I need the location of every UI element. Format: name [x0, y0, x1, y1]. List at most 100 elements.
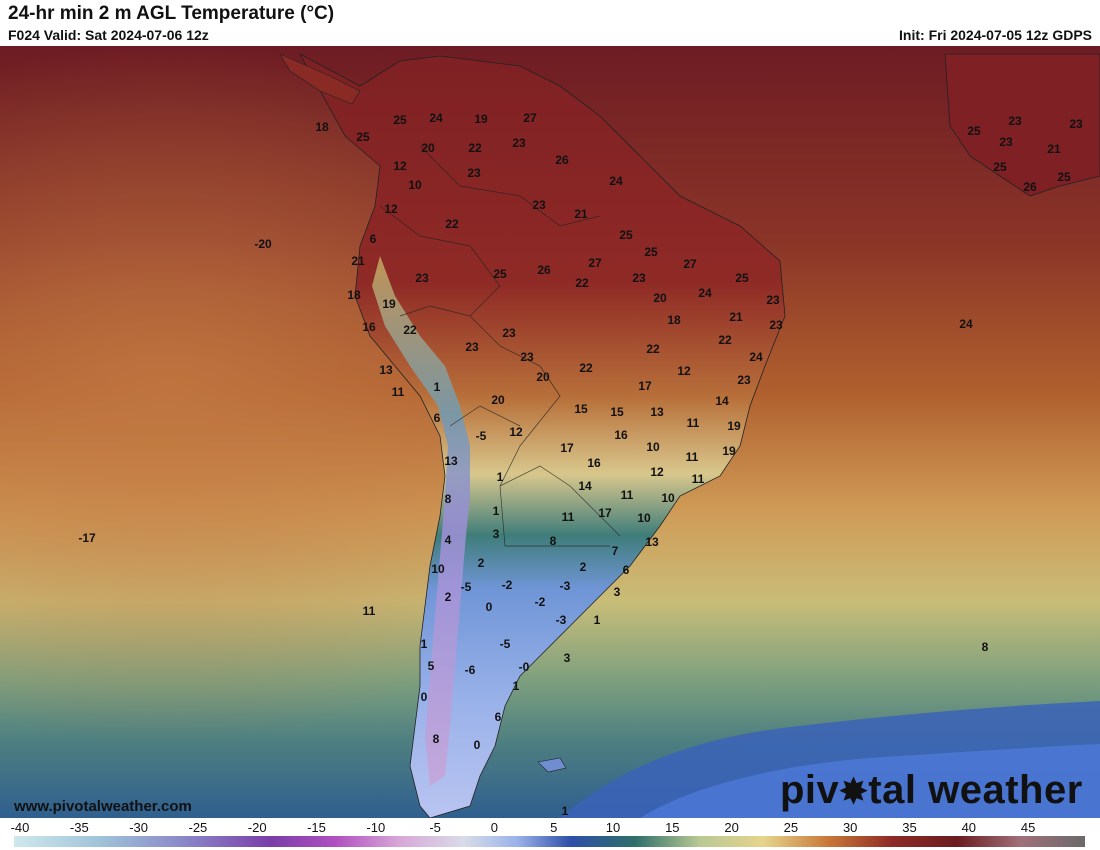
temperature-label: 24 — [749, 350, 763, 364]
temperature-label: 17 — [560, 441, 574, 455]
temperature-label: 11 — [620, 488, 634, 502]
temperature-label: 11 — [685, 450, 699, 464]
temperature-label: 2 — [444, 590, 452, 604]
africa-landmass — [944, 53, 1100, 197]
legend-tick-label: -40 — [10, 820, 30, 835]
temperature-label: 12 — [509, 425, 523, 439]
temperature-label: 3 — [613, 585, 621, 599]
legend-tick-label: 0 — [490, 820, 499, 835]
temperature-label: 12 — [677, 364, 691, 378]
temperature-label: 16 — [587, 456, 601, 470]
temperature-label: 23 — [415, 271, 429, 285]
color-legend: -40 -35 -30 -25 -20 -15 -10 -5 0 5 10 15 20 25 30 35 40 4… — [0, 818, 1100, 850]
temperature-label: 13 — [650, 405, 664, 419]
temperature-label: 22 — [575, 276, 589, 290]
temperature-label: 25 — [735, 271, 749, 285]
temperature-label: 21 — [351, 254, 365, 268]
temperature-label: 26 — [1023, 180, 1037, 194]
temperature-label: 10 — [661, 491, 675, 505]
legend-colorbar — [14, 836, 1085, 847]
temperature-label: 8 — [549, 534, 557, 548]
temperature-label: 8 — [432, 732, 440, 746]
temperature-label: 23 — [769, 318, 783, 332]
legend-tick-label: -25 — [188, 820, 208, 835]
temperature-label: 12 — [384, 202, 398, 216]
temperature-label: 23 — [1069, 117, 1083, 131]
temperature-label: 23 — [999, 135, 1013, 149]
south-america-landmass — [299, 53, 786, 818]
temperature-label: 6 — [433, 411, 441, 425]
legend-tick-label: -20 — [247, 820, 267, 835]
map-canvas — [0, 46, 1100, 818]
temperature-label: 23 — [532, 198, 546, 212]
temperature-label: 22 — [579, 361, 593, 375]
temperature-label: 1 — [512, 679, 520, 693]
temperature-label: 3 — [563, 651, 571, 665]
temperature-label: 19 — [727, 419, 741, 433]
temperature-label: -5 — [475, 429, 487, 443]
temperature-label: 13 — [645, 535, 659, 549]
temperature-label: 12 — [393, 159, 407, 173]
central-america — [279, 53, 361, 105]
temperature-label: 6 — [369, 232, 377, 246]
legend-tick-label: -35 — [69, 820, 89, 835]
temperature-label: 7 — [611, 544, 619, 558]
legend-tick-label: 5 — [550, 820, 558, 835]
temperature-label: 23 — [467, 166, 481, 180]
init-time: Init: Fri 2024-07-05 12z GDPS — [899, 27, 1092, 43]
legend-tick-label: -15 — [307, 820, 326, 835]
temperature-label: 10 — [646, 440, 660, 454]
temperature-label: 1 — [492, 504, 500, 518]
temperature-label: 25 — [393, 113, 407, 127]
temperature-label: 24 — [609, 174, 623, 188]
temperature-label: 8 — [444, 492, 452, 506]
temperature-label: 25 — [644, 245, 658, 259]
temperature-label: -0 — [518, 660, 530, 674]
temperature-label: 20 — [653, 291, 667, 305]
temperature-label: 14 — [715, 394, 729, 408]
temperature-label: -2 — [534, 595, 546, 609]
legend-tick-label: 25 — [783, 820, 799, 835]
temperature-label: 19 — [382, 297, 396, 311]
temperature-label: 16 — [362, 320, 376, 334]
temperature-label: 11 — [691, 472, 705, 486]
temperature-label: 10 — [408, 178, 422, 192]
temperature-label: 19 — [474, 112, 488, 126]
temperature-label: 13 — [444, 454, 458, 468]
temperature-label: 25 — [993, 160, 1007, 174]
temperature-map[interactable] — [0, 46, 1100, 818]
website-credit: www.pivotalweather.com — [14, 798, 192, 815]
temperature-label: 11 — [362, 604, 376, 618]
temperature-label: 17 — [638, 379, 652, 393]
temperature-label: 27 — [683, 257, 697, 271]
temperature-label: 6 — [622, 563, 630, 577]
temperature-label: 18 — [315, 120, 329, 134]
temperature-label: 0 — [420, 690, 428, 704]
header: 24-hr min 2 m AGL Temperature (°C) F024 … — [0, 0, 1100, 46]
temperature-label: 11 — [391, 385, 405, 399]
temperature-label: 21 — [574, 207, 588, 221]
valid-time: F024 Valid: Sat 2024-07-06 12z — [8, 27, 209, 43]
andes-range — [372, 256, 470, 786]
temperature-label: 18 — [667, 313, 681, 327]
temperature-label: 10 — [637, 511, 651, 525]
temperature-label: -3 — [555, 613, 567, 627]
pivotal-weather-logo: piv✸tal weather — [780, 768, 1083, 812]
legend-tick-label: 10 — [605, 820, 621, 835]
temperature-label: 20 — [491, 393, 505, 407]
temperature-label: 15 — [610, 405, 624, 419]
temperature-label: -3 — [559, 579, 571, 593]
temperature-label: -17 — [78, 531, 96, 545]
legend-tick-label: 20 — [724, 820, 739, 835]
temperature-label: 21 — [729, 310, 743, 324]
temperature-label: 24 — [698, 286, 712, 300]
legend-tick-label: 45 — [1020, 820, 1036, 835]
temperature-label: 23 — [465, 340, 479, 354]
temperature-label: 11 — [561, 510, 575, 524]
temperature-label: 24 — [429, 111, 443, 125]
temperature-label: 22 — [445, 217, 459, 231]
temperature-label: 4 — [444, 533, 452, 547]
temperature-label: 8 — [981, 640, 989, 654]
temperature-label: 11 — [686, 416, 700, 430]
temperature-label: 16 — [614, 428, 628, 442]
